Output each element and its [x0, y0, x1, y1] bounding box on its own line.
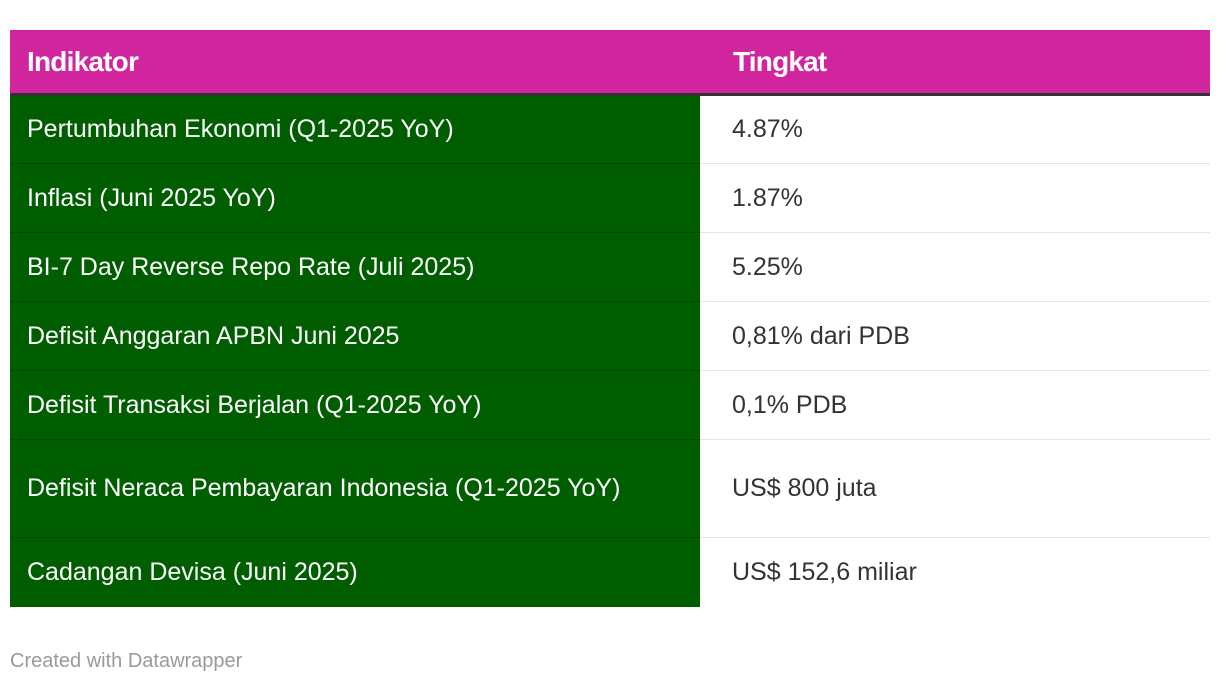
- value-cell: 0,1% PDB: [700, 370, 1210, 440]
- indicator-cell: Defisit Anggaran APBN Juni 2025: [10, 301, 700, 371]
- column-header-indikator[interactable]: Indikator: [10, 30, 700, 96]
- indicator-cell: Defisit Transaksi Berjalan (Q1-2025 YoY): [10, 370, 700, 440]
- column-header-tingkat[interactable]: Tingkat: [700, 30, 1210, 96]
- table-row: Defisit Neraca Pembayaran Indonesia (Q1-…: [10, 439, 1210, 538]
- table-row: Defisit Transaksi Berjalan (Q1-2025 YoY)…: [10, 370, 1210, 440]
- value-cell: 5.25%: [700, 232, 1210, 302]
- data-table-container: Indikator Tingkat Pertumbuhan Ekonomi (Q…: [10, 30, 1210, 607]
- table-row: Cadangan Devisa (Juni 2025) US$ 152,6 mi…: [10, 537, 1210, 607]
- indicator-cell: BI-7 Day Reverse Repo Rate (Juli 2025): [10, 232, 700, 302]
- table-header-row: Indikator Tingkat: [10, 30, 1210, 96]
- table-row: BI-7 Day Reverse Repo Rate (Juli 2025) 5…: [10, 232, 1210, 302]
- value-cell: 0,81% dari PDB: [700, 301, 1210, 371]
- value-cell: 4.87%: [700, 94, 1210, 164]
- value-cell: 1.87%: [700, 163, 1210, 233]
- table-row: Pertumbuhan Ekonomi (Q1-2025 YoY) 4.87%: [10, 94, 1210, 164]
- indicator-cell: Inflasi (Juni 2025 YoY): [10, 163, 700, 233]
- value-cell: US$ 800 juta: [700, 439, 1210, 538]
- indicator-table: Indikator Tingkat Pertumbuhan Ekonomi (Q…: [10, 30, 1210, 607]
- value-cell: US$ 152,6 miliar: [732, 557, 917, 586]
- table-row: Inflasi (Juni 2025 YoY) 1.87%: [10, 163, 1210, 233]
- indicator-cell: Defisit Neraca Pembayaran Indonesia (Q1-…: [10, 439, 700, 538]
- table-row: Defisit Anggaran APBN Juni 2025 0,81% da…: [10, 301, 1210, 371]
- indicator-cell: Cadangan Devisa (Juni 2025): [10, 537, 700, 607]
- datawrapper-credit[interactable]: Created with Datawrapper: [10, 650, 243, 672]
- indicator-cell: Pertumbuhan Ekonomi (Q1-2025 YoY): [10, 94, 700, 164]
